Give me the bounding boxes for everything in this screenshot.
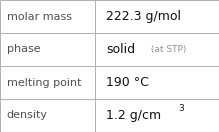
Text: 1.2 g/cm: 1.2 g/cm	[106, 109, 161, 122]
Text: 222.3 g/mol: 222.3 g/mol	[106, 10, 181, 23]
Text: molar mass: molar mass	[7, 11, 72, 22]
Text: 3: 3	[178, 104, 184, 113]
Text: melting point: melting point	[7, 77, 81, 88]
Text: density: density	[7, 110, 48, 121]
Text: phase: phase	[7, 44, 40, 55]
Text: (at STP): (at STP)	[148, 45, 187, 54]
Text: solid: solid	[106, 43, 135, 56]
Text: 190 °C: 190 °C	[106, 76, 149, 89]
